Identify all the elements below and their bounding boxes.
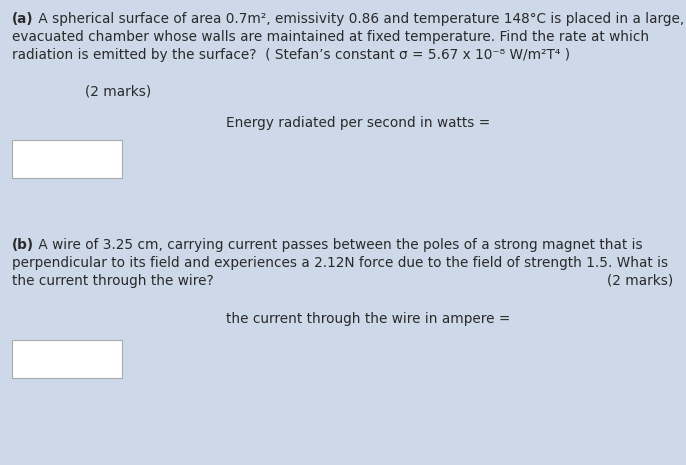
- Text: perpendicular to its field and experiences a 2.12N force due to the field of str: perpendicular to its field and experienc…: [12, 256, 668, 270]
- Text: evacuated chamber whose walls are maintained at fixed temperature. Find the rate: evacuated chamber whose walls are mainta…: [12, 30, 650, 44]
- Text: the current through the wire in ampere =: the current through the wire in ampere =: [226, 312, 511, 326]
- FancyBboxPatch shape: [12, 140, 122, 178]
- Text: the current through the wire?: the current through the wire?: [12, 274, 214, 288]
- Text: (2 marks): (2 marks): [85, 84, 152, 98]
- Text: A wire of 3.25 cm, carrying current passes between the poles of a strong magnet : A wire of 3.25 cm, carrying current pass…: [34, 238, 643, 252]
- Text: Energy radiated per second in watts =: Energy radiated per second in watts =: [226, 116, 490, 130]
- Text: (2 marks): (2 marks): [607, 274, 674, 288]
- Text: radiation is emitted by the surface?  ( Stefan’s constant σ = 5.67 x 10⁻⁸ W/m²T⁴: radiation is emitted by the surface? ( S…: [12, 48, 571, 62]
- Text: A spherical surface of area 0.7m², emissivity 0.86 and temperature 148°C is plac: A spherical surface of area 0.7m², emiss…: [34, 12, 685, 26]
- Text: (b): (b): [12, 238, 34, 252]
- FancyBboxPatch shape: [12, 340, 122, 378]
- Text: (a): (a): [12, 12, 34, 26]
